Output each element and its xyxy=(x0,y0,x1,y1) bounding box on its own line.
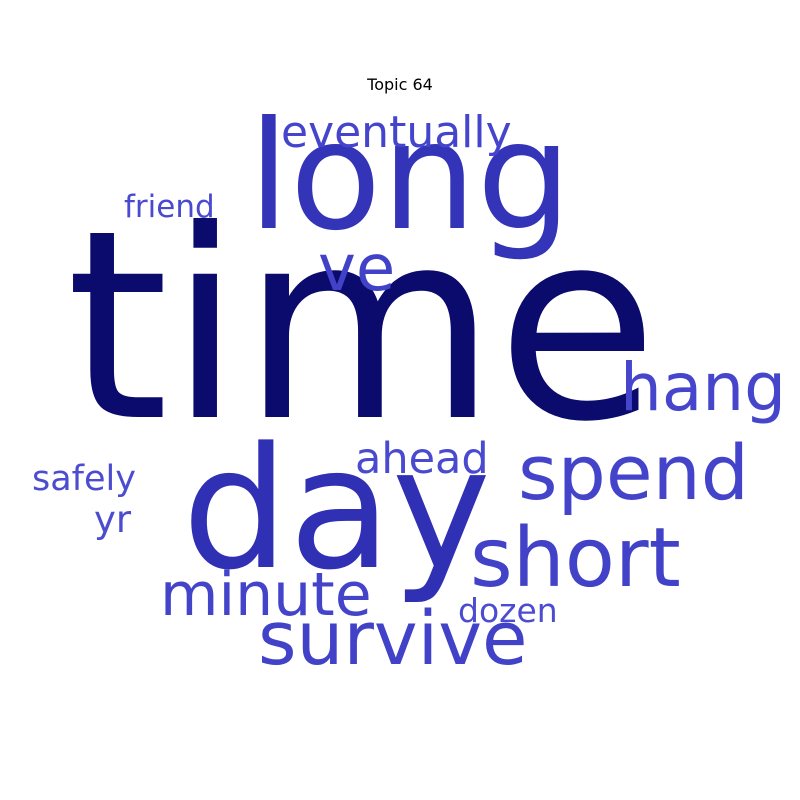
word-survive: survive xyxy=(258,596,528,682)
word-ahead: ahead xyxy=(355,434,489,484)
word-hang: hang xyxy=(620,349,786,426)
word-time: time xyxy=(66,174,658,479)
word-ve: ve xyxy=(318,232,396,306)
word-day: day xyxy=(182,411,492,607)
word-eventually: eventually xyxy=(281,107,512,158)
word-minute: minute xyxy=(160,560,372,630)
word-dozen: dozen xyxy=(458,591,558,630)
word-long: long xyxy=(248,90,572,264)
word-friend: friend xyxy=(124,189,215,225)
topic-title: Topic 64 xyxy=(367,75,433,94)
word-spend: spend xyxy=(518,428,750,517)
word-safely: safely xyxy=(32,459,136,499)
word-short: short xyxy=(470,511,681,606)
word-yr: yr xyxy=(94,498,132,541)
